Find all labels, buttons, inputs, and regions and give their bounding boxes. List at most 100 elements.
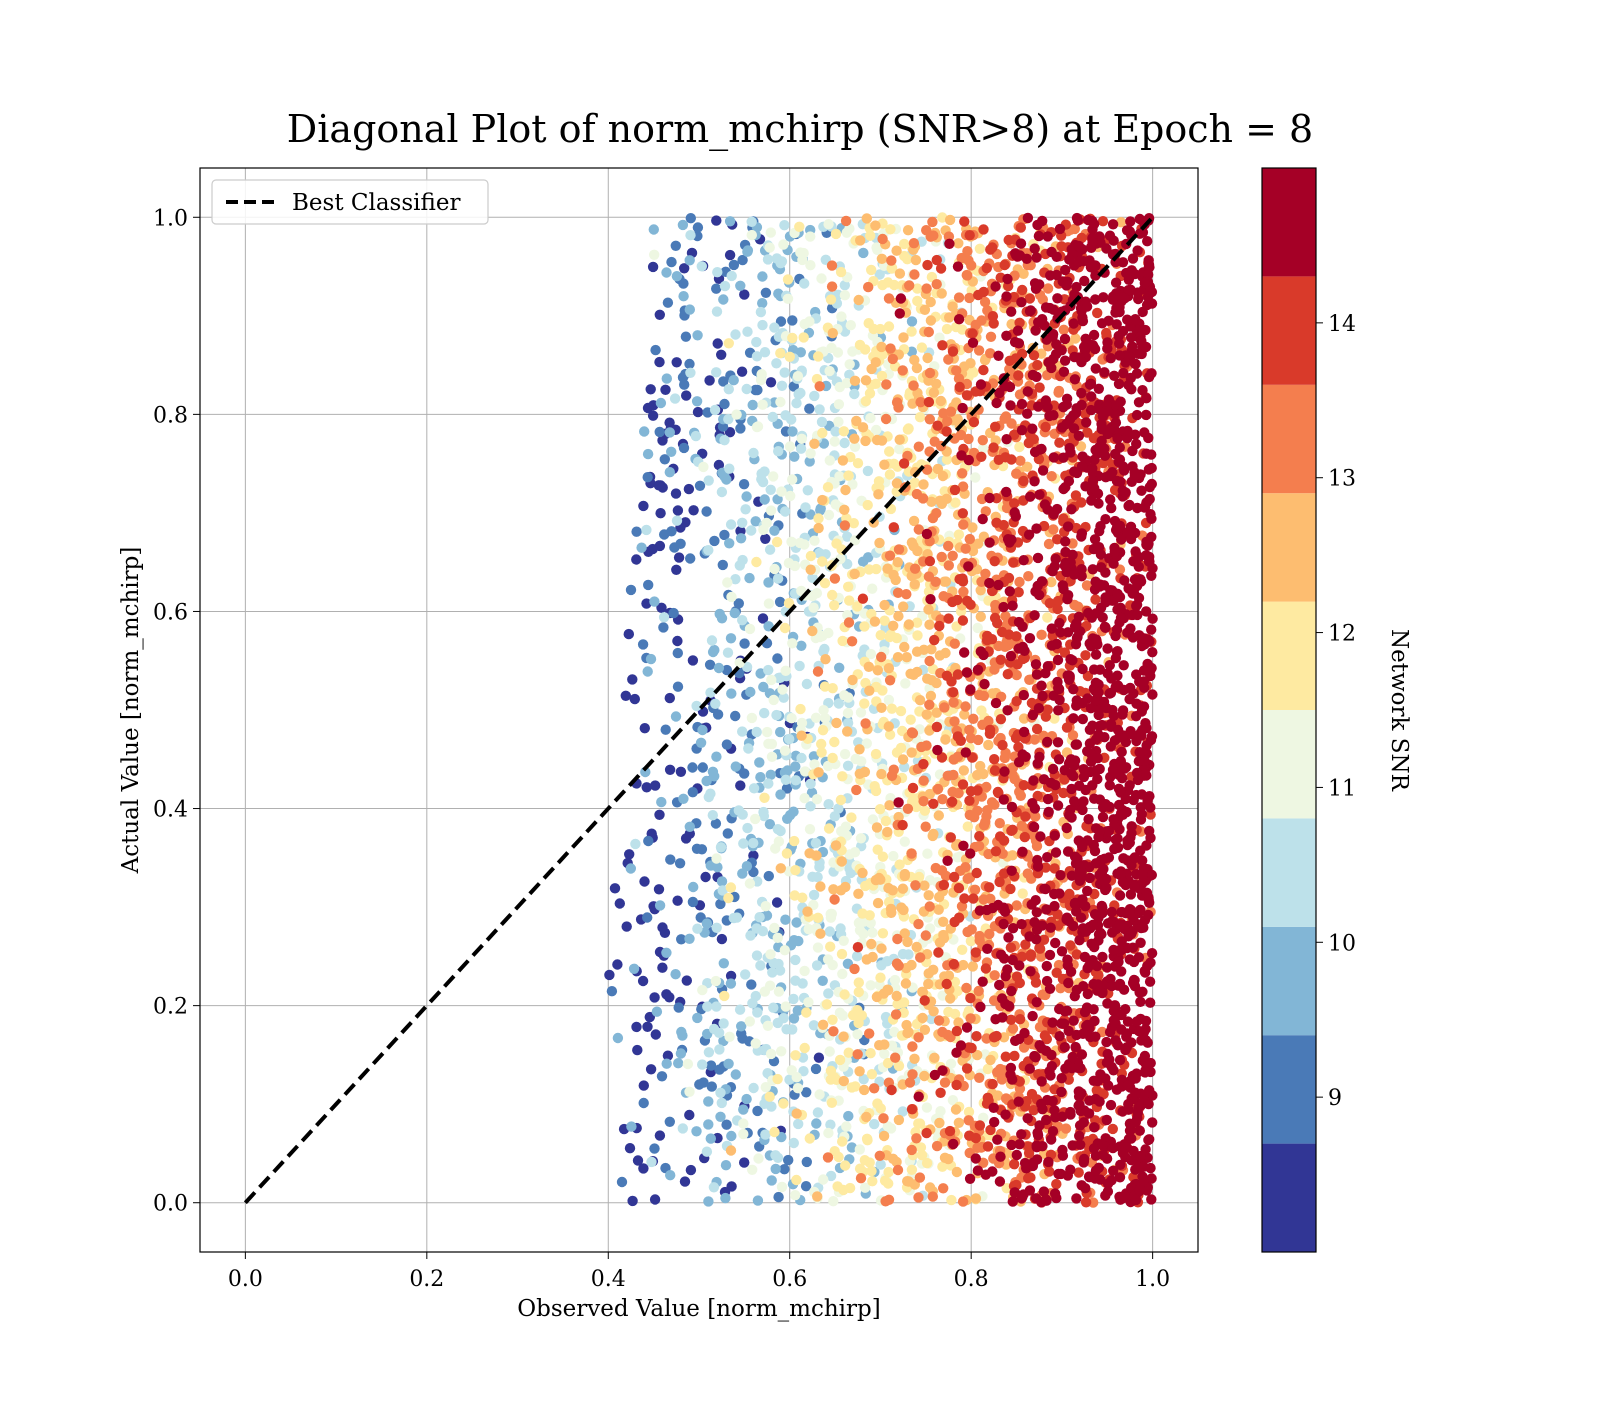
scatter-point xyxy=(900,678,910,688)
scatter-point xyxy=(932,722,942,732)
scatter-point xyxy=(852,951,862,961)
scatter-point xyxy=(688,882,698,892)
scatter-point xyxy=(1043,283,1053,293)
scatter-point xyxy=(1033,401,1043,411)
scatter-point xyxy=(1035,831,1045,841)
scatter-point xyxy=(1072,633,1082,643)
scatter-point xyxy=(697,985,707,995)
scatter-point xyxy=(924,656,934,666)
scatter-point xyxy=(1047,623,1057,633)
scatter-point xyxy=(898,601,908,611)
scatter-point xyxy=(631,1022,641,1032)
scatter-point xyxy=(712,267,722,277)
scatter-point xyxy=(962,1022,972,1032)
scatter-point xyxy=(607,986,617,996)
scatter-point xyxy=(1000,753,1010,763)
scatter-point xyxy=(1090,1032,1100,1042)
scatter-point xyxy=(676,767,686,777)
scatter-point xyxy=(1121,487,1131,497)
scatter-point xyxy=(766,1101,776,1111)
scatter-point xyxy=(1015,1014,1025,1024)
scatter-point xyxy=(907,1145,917,1155)
scatter-point xyxy=(859,1085,869,1095)
scatter-point xyxy=(639,1098,649,1108)
scatter-point xyxy=(870,616,880,626)
scatter-point xyxy=(751,337,761,347)
scatter-point xyxy=(921,822,931,832)
scatter-point xyxy=(865,910,875,920)
scatter-point xyxy=(1008,557,1018,567)
scatter-point xyxy=(787,426,797,436)
scatter-point xyxy=(797,255,807,265)
scatter-point xyxy=(1006,307,1016,317)
scatter-point xyxy=(968,714,978,724)
scatter-point xyxy=(1031,895,1041,905)
scatter-point xyxy=(959,893,969,903)
scatter-point xyxy=(928,799,938,809)
scatter-point xyxy=(922,1102,932,1112)
scatter-point xyxy=(1024,931,1034,941)
scatter-point xyxy=(1014,338,1024,348)
scatter-point xyxy=(1076,388,1086,398)
scatter-point xyxy=(1042,852,1052,862)
scatter-point xyxy=(1014,577,1024,587)
scatter-point xyxy=(1089,1122,1099,1132)
scatter-point xyxy=(919,645,929,655)
scatter-point xyxy=(1108,1143,1118,1153)
scatter-point xyxy=(879,1039,889,1049)
scatter-point xyxy=(783,274,793,284)
scatter-point xyxy=(805,824,815,834)
scatter-point xyxy=(711,853,721,863)
scatter-point xyxy=(858,248,868,258)
scatter-point xyxy=(1088,564,1098,574)
scatter-point xyxy=(985,1055,995,1065)
scatter-point xyxy=(901,978,911,988)
scatter-point xyxy=(1005,586,1015,596)
scatter-point xyxy=(762,727,772,737)
scatter-point xyxy=(936,263,946,273)
scatter-point xyxy=(942,856,952,866)
scatter-point xyxy=(876,652,886,662)
scatter-point xyxy=(1029,476,1039,486)
scatter-point xyxy=(1015,250,1025,260)
scatter-point xyxy=(1062,722,1072,732)
scatter-point xyxy=(1083,814,1093,824)
scatter-point xyxy=(811,1064,821,1074)
scatter-point xyxy=(958,519,968,529)
scatter-point xyxy=(773,1192,783,1202)
scatter-point xyxy=(757,271,767,281)
scatter-point xyxy=(704,792,714,802)
scatter-point xyxy=(770,843,780,853)
scatter-point xyxy=(1068,318,1078,328)
scatter-point xyxy=(792,1072,802,1082)
scatter-point xyxy=(626,863,636,873)
scatter-point xyxy=(1048,524,1058,534)
scatter-point xyxy=(707,635,717,645)
scatter-point xyxy=(1103,918,1113,928)
scatter-point xyxy=(1005,884,1015,894)
scatter-point xyxy=(643,403,653,413)
scatter-point xyxy=(753,1195,763,1205)
scatter-point xyxy=(1109,236,1119,246)
scatter-point xyxy=(876,703,886,713)
scatter-point xyxy=(1119,575,1129,585)
scatter-point xyxy=(785,352,795,362)
scatter-point xyxy=(1102,406,1112,416)
scatter-point xyxy=(1081,1197,1091,1207)
scatter-point xyxy=(624,629,634,639)
scatter-point xyxy=(971,1031,981,1041)
scatter-point xyxy=(685,304,695,314)
scatter-point xyxy=(777,684,787,694)
scatter-point xyxy=(1100,622,1110,632)
scatter-point xyxy=(739,638,749,648)
scatter-point xyxy=(681,833,691,843)
scatter-point xyxy=(938,930,948,940)
scatter-point xyxy=(1145,977,1155,987)
scatter-point xyxy=(1067,871,1077,881)
scatter-point xyxy=(748,448,758,458)
scatter-point xyxy=(722,739,732,749)
scatter-point xyxy=(688,655,698,665)
scatter-point xyxy=(928,1006,938,1016)
scatter-point xyxy=(735,423,745,433)
scatter-point xyxy=(769,923,779,933)
